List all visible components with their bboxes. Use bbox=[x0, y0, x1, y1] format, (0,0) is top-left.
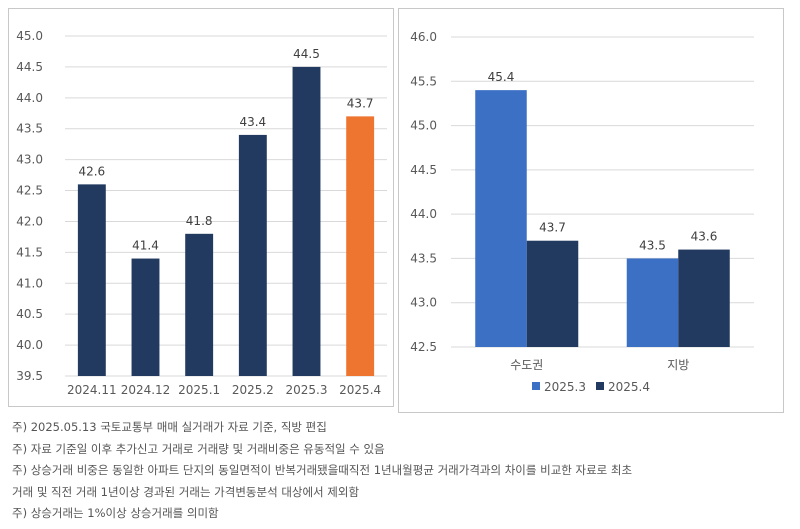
y-tick-label: 43.0 bbox=[410, 296, 437, 310]
footnote: 주) 2025.05.13 국토교통부 매매 실거래가 자료 기준, 직방 편집 bbox=[12, 420, 327, 434]
y-tick-label: 44.5 bbox=[410, 163, 437, 177]
y-tick-label: 42.5 bbox=[16, 184, 43, 198]
y-tick-label: 42.5 bbox=[410, 340, 437, 354]
footnote: 거래 및 직전 거래 1년이상 경과된 거래는 가격변동분석 대상에서 제외함 bbox=[12, 484, 360, 499]
x-tick-label: 2024.11 bbox=[67, 383, 117, 397]
x-tick-label: 수도권 bbox=[510, 358, 543, 372]
region-share-chart-panel: 46.0 45.5 45.0 44.5 44.0 43.5 43.0 42.5 45.4 43.7… bbox=[398, 8, 784, 413]
x-tick-label: 2025.3 bbox=[286, 383, 328, 397]
data-label: 43.7 bbox=[539, 221, 566, 235]
bar bbox=[626, 258, 679, 347]
footnote: 주) 상승거래는 1%이상 상승거래를 의미함 bbox=[12, 506, 219, 520]
y-tick-label: 40.0 bbox=[16, 338, 43, 352]
footnotes: 주) 2025.05.13 국토교통부 매매 실거래가 자료 기준, 직방 편집… bbox=[12, 417, 792, 525]
y-tick-label: 45.0 bbox=[16, 29, 43, 43]
y-tick-label: 43.0 bbox=[16, 153, 43, 167]
y-tick-label: 44.5 bbox=[16, 60, 43, 74]
bar bbox=[678, 249, 730, 347]
x-tick-label: 지방 bbox=[667, 358, 689, 372]
bar bbox=[77, 184, 106, 376]
x-tick-label: 2025.4 bbox=[339, 383, 381, 397]
x-tick-label: 2025.2 bbox=[232, 383, 274, 397]
y-tick-label: 45.5 bbox=[410, 74, 437, 88]
y-tick-label: 41.5 bbox=[16, 245, 43, 259]
data-label: 43.6 bbox=[691, 230, 718, 244]
data-label: 43.5 bbox=[639, 238, 666, 252]
data-label: 43.4 bbox=[239, 115, 266, 129]
footnote: 주) 상승거래 비중은 동일한 아파트 단지의 동일면적이 반복거래됐을때직전 … bbox=[12, 463, 633, 477]
bar bbox=[131, 258, 160, 376]
y-tick-label: 42.0 bbox=[16, 214, 43, 228]
y-tick-label: 44.0 bbox=[16, 91, 43, 105]
monthly-share-chart-panel: 45.0 44.5 44.0 43.5 43.0 42.5 42.0 41.5 41.0 40.5… bbox=[8, 8, 394, 407]
y-tick-label: 43.5 bbox=[410, 251, 437, 265]
y-tick-label: 43.5 bbox=[16, 122, 43, 136]
y-tick-label: 46.0 bbox=[410, 30, 437, 44]
data-label: 41.4 bbox=[132, 239, 159, 253]
data-label: 41.8 bbox=[186, 214, 213, 228]
data-label: 43.7 bbox=[347, 96, 374, 110]
legend-label: 2025.4 bbox=[608, 380, 650, 394]
footnote: 주) 자료 기준일 이후 추가신고 거래로 거래량 및 거래비중은 유동적일 수… bbox=[12, 441, 385, 456]
bar bbox=[526, 240, 579, 347]
bar bbox=[346, 116, 375, 376]
y-tick-label: 44.0 bbox=[410, 207, 437, 221]
y-tick-label: 45.0 bbox=[410, 119, 437, 133]
bar bbox=[185, 233, 214, 376]
y-tick-label: 41.0 bbox=[16, 276, 43, 290]
legend-swatch bbox=[596, 382, 604, 390]
data-label: 45.4 bbox=[488, 70, 515, 84]
data-label: 44.5 bbox=[293, 47, 320, 61]
bar bbox=[475, 90, 527, 348]
bar bbox=[238, 134, 267, 376]
x-tick-label: 2024.12 bbox=[121, 383, 171, 397]
monthly-share-bar-chart: 45.0 44.5 44.0 43.5 43.0 42.5 42.0 41.5 41.0 40.5… bbox=[16, 29, 387, 397]
bar bbox=[292, 66, 321, 376]
y-tick-label: 40.5 bbox=[16, 307, 43, 321]
legend-label: 2025.3 bbox=[544, 380, 586, 394]
legend-swatch bbox=[532, 382, 540, 390]
y-tick-label: 39.5 bbox=[16, 369, 43, 383]
region-share-bar-chart: 46.0 45.5 45.0 44.5 44.0 43.5 43.0 42.5 45.4 43.7… bbox=[410, 30, 754, 394]
data-label: 42.6 bbox=[78, 164, 105, 178]
x-tick-label: 2025.1 bbox=[178, 383, 220, 397]
